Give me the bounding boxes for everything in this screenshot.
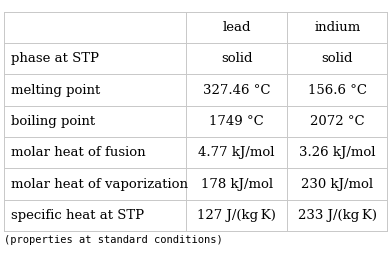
Text: solid: solid xyxy=(321,52,353,65)
Text: 233 J/(kg K): 233 J/(kg K) xyxy=(298,209,377,222)
Text: 178 kJ/mol: 178 kJ/mol xyxy=(201,177,273,191)
Text: molar heat of vaporization: molar heat of vaporization xyxy=(11,177,188,191)
Text: indium: indium xyxy=(314,21,360,34)
Text: 1749 °C: 1749 °C xyxy=(209,115,264,128)
Text: molar heat of fusion: molar heat of fusion xyxy=(11,146,145,159)
Text: phase at STP: phase at STP xyxy=(11,52,99,65)
Text: solid: solid xyxy=(221,52,252,65)
Text: 2072 °C: 2072 °C xyxy=(310,115,364,128)
Text: melting point: melting point xyxy=(11,84,100,97)
Text: 3.26 kJ/mol: 3.26 kJ/mol xyxy=(299,146,375,159)
Text: 156.6 °C: 156.6 °C xyxy=(308,84,367,97)
Text: boiling point: boiling point xyxy=(11,115,95,128)
Text: specific heat at STP: specific heat at STP xyxy=(11,209,144,222)
Text: 4.77 kJ/mol: 4.77 kJ/mol xyxy=(198,146,275,159)
Text: 327.46 °C: 327.46 °C xyxy=(203,84,270,97)
Text: 127 J/(kg K): 127 J/(kg K) xyxy=(197,209,276,222)
Text: lead: lead xyxy=(223,21,251,34)
Text: 230 kJ/mol: 230 kJ/mol xyxy=(301,177,373,191)
Text: (properties at standard conditions): (properties at standard conditions) xyxy=(4,235,223,245)
